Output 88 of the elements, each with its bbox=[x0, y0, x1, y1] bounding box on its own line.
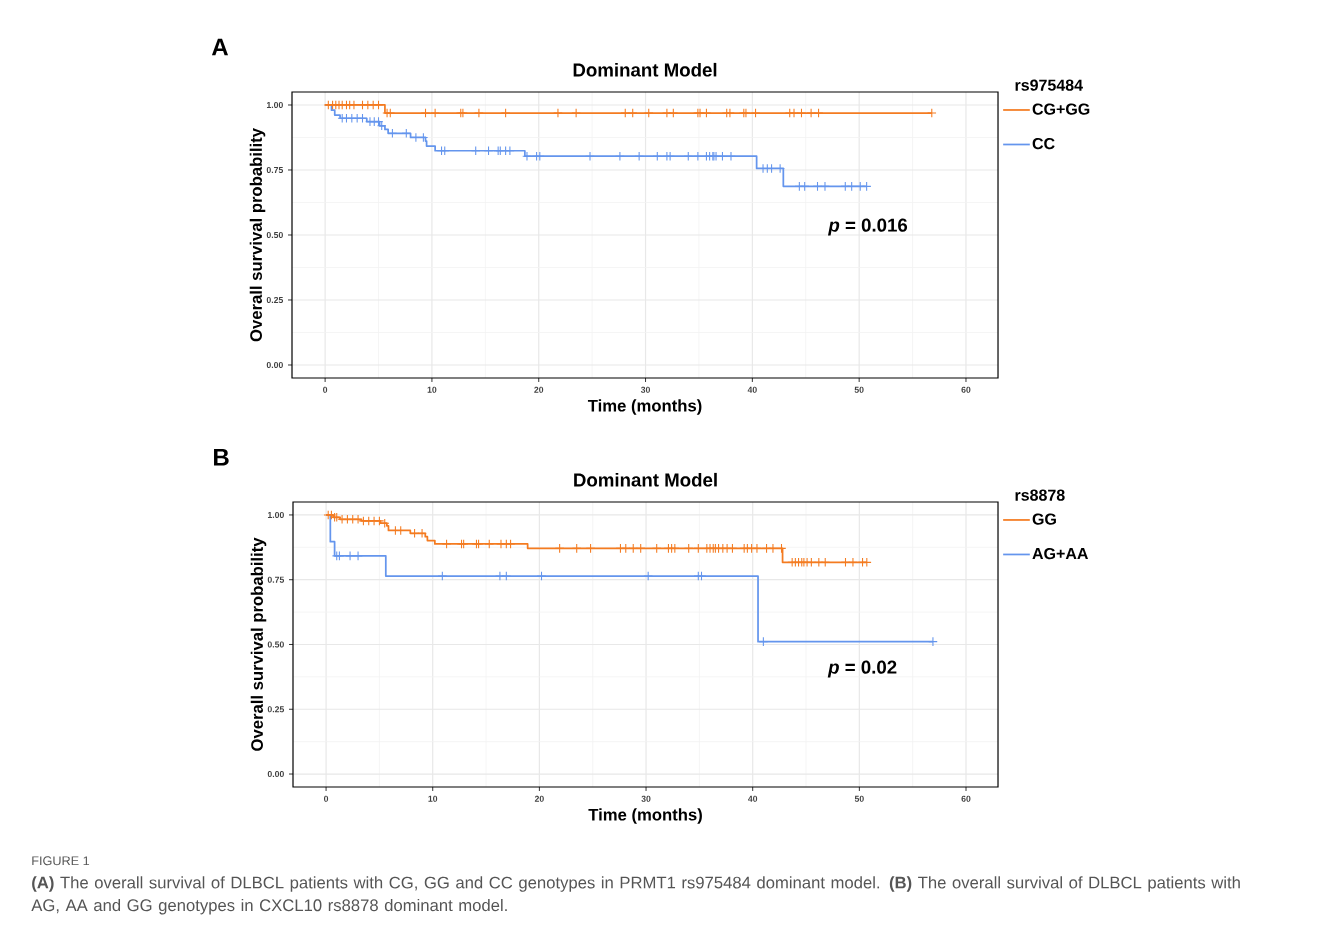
x-tick-label: 30 bbox=[640, 386, 650, 393]
point bbox=[701, 108, 712, 118]
x-tick-label: 40 bbox=[747, 386, 757, 393]
x-tick-label: 40 bbox=[748, 795, 758, 802]
point bbox=[571, 108, 581, 118]
y-axis-title: Overall survival probability bbox=[250, 537, 267, 751]
x-tick-label: 60 bbox=[961, 795, 971, 802]
point bbox=[796, 108, 807, 118]
x-axis-title: Time (months) bbox=[588, 808, 702, 824]
point bbox=[926, 108, 937, 118]
x-tick-label: 60 bbox=[961, 386, 971, 393]
point bbox=[725, 108, 735, 118]
point bbox=[585, 151, 595, 162]
point bbox=[345, 551, 355, 561]
point bbox=[693, 151, 703, 162]
y-tick-label: 0.00 bbox=[267, 770, 284, 778]
point bbox=[470, 145, 481, 156]
point bbox=[437, 571, 448, 581]
x-tick-label: 20 bbox=[534, 386, 544, 393]
y-tick-label: 0.25 bbox=[266, 296, 284, 304]
chart-title: Dominant Model bbox=[574, 472, 717, 487]
point bbox=[662, 108, 672, 118]
point bbox=[634, 151, 644, 162]
point bbox=[758, 636, 769, 647]
y-tick-label: 1.00 bbox=[266, 101, 283, 109]
point bbox=[806, 108, 816, 118]
x-tick-label: 10 bbox=[427, 386, 437, 393]
point bbox=[615, 151, 625, 162]
legend-label: AG+AA bbox=[1032, 547, 1089, 560]
point bbox=[349, 100, 359, 110]
point bbox=[846, 181, 857, 192]
point bbox=[627, 108, 638, 118]
point bbox=[668, 108, 679, 118]
y-tick-label: 1.00 bbox=[267, 511, 284, 518]
x-tick-label: 0 bbox=[323, 795, 329, 802]
legend-label: GG bbox=[1032, 513, 1056, 525]
text: A bbox=[211, 38, 229, 56]
point bbox=[357, 113, 368, 124]
point bbox=[430, 108, 440, 118]
point bbox=[799, 181, 810, 192]
legend-label: CG+GG bbox=[1032, 103, 1090, 115]
annotation: p = 0.016 bbox=[827, 218, 908, 236]
y-tick-label: 0.50 bbox=[267, 641, 284, 648]
x-tick-label: 50 bbox=[854, 386, 864, 393]
point bbox=[522, 151, 532, 162]
point bbox=[643, 571, 653, 581]
point bbox=[726, 151, 736, 162]
annotation: p = 0.02 bbox=[827, 660, 897, 678]
legend-label: CC bbox=[1032, 137, 1055, 150]
x-tick-label: 10 bbox=[428, 795, 438, 802]
point bbox=[861, 181, 872, 192]
x-tick-label: 30 bbox=[641, 795, 651, 802]
point bbox=[536, 571, 547, 581]
x-tick-label: 0 bbox=[323, 386, 328, 393]
x-tick-label: 20 bbox=[534, 795, 544, 802]
point bbox=[789, 108, 799, 118]
point bbox=[501, 571, 512, 581]
point bbox=[750, 108, 761, 118]
point bbox=[643, 108, 654, 118]
point bbox=[928, 636, 938, 647]
point bbox=[495, 571, 505, 581]
x-tick-label: 50 bbox=[854, 795, 864, 802]
point bbox=[373, 100, 384, 110]
y-tick-label: 0.50 bbox=[266, 231, 283, 239]
point bbox=[620, 108, 631, 118]
text: B bbox=[214, 448, 229, 466]
point bbox=[553, 108, 563, 118]
y-tick-label: 0.25 bbox=[267, 706, 285, 713]
point bbox=[401, 128, 412, 139]
point bbox=[385, 108, 396, 118]
point bbox=[353, 551, 363, 561]
text: (A) The overall survival of DLBCL patients with CG, GG and CC genotypes in PRMT1 rs975484 dominant model. (B) The overall survival of DLBCL patients with AG, AA and GG genotypes in CXCL10 rs8878 dominant model. bbox=[31, 876, 1240, 915]
point bbox=[483, 145, 494, 156]
y-tick-label: 0.00 bbox=[266, 361, 283, 369]
point bbox=[820, 181, 830, 192]
point bbox=[474, 108, 484, 118]
y-tick-label: 0.75 bbox=[266, 166, 284, 174]
legend-title: rs975484 bbox=[1015, 79, 1083, 91]
caption: FIGURE 1 bbox=[32, 856, 90, 866]
point bbox=[813, 108, 824, 118]
point bbox=[420, 108, 431, 118]
chart-title: Dominant Model bbox=[573, 62, 717, 77]
y-axis-title: Overall survival probability bbox=[249, 128, 266, 342]
point bbox=[500, 108, 511, 118]
y-tick-label: 0.75 bbox=[267, 576, 285, 583]
x-axis-title: Time (months) bbox=[587, 399, 702, 415]
legend-title: rs8878 bbox=[1015, 489, 1065, 501]
point bbox=[505, 145, 515, 156]
